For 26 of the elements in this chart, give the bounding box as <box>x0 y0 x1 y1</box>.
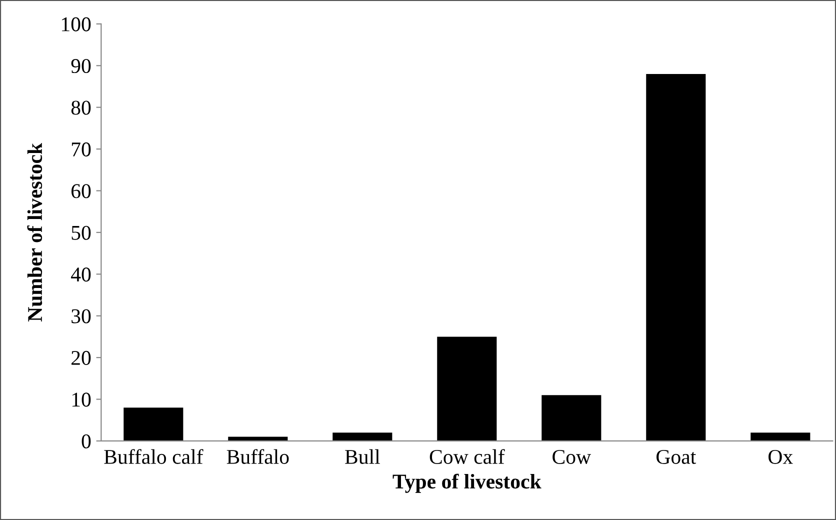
x-tick-label: Buffalo calf <box>104 449 204 464</box>
y-tick-label: 20 <box>72 350 91 365</box>
bar <box>750 432 810 441</box>
y-tick-label: 80 <box>71 100 91 115</box>
bar <box>332 432 392 441</box>
x-tick-label: Ox <box>768 450 793 464</box>
bar <box>124 408 184 441</box>
y-axis-title: Number of livestock <box>27 142 42 322</box>
y-tick-label: 90 <box>71 59 91 74</box>
y-tick-label: 10 <box>72 392 91 407</box>
y-tick-label: 60 <box>71 184 91 198</box>
x-tick-label: Bull <box>345 449 380 464</box>
x-tick-label: Goat <box>656 450 696 464</box>
y-tick-label: 40 <box>71 268 91 282</box>
y-tick-label: 30 <box>72 309 91 324</box>
y-tick-label: 50 <box>72 226 91 240</box>
x-axis-title: Type of livestock <box>392 474 542 493</box>
x-tick-label: Cow <box>552 450 591 464</box>
bar <box>542 395 602 441</box>
x-tick-label: Buffalo <box>226 449 289 464</box>
y-tick-label: 0 <box>82 434 91 448</box>
x-tick-label: Cow calf <box>430 449 505 464</box>
bar <box>437 336 497 441</box>
y-tick-label: 100 <box>62 17 91 32</box>
bar <box>646 74 706 441</box>
y-tick-label: 70 <box>72 142 91 156</box>
